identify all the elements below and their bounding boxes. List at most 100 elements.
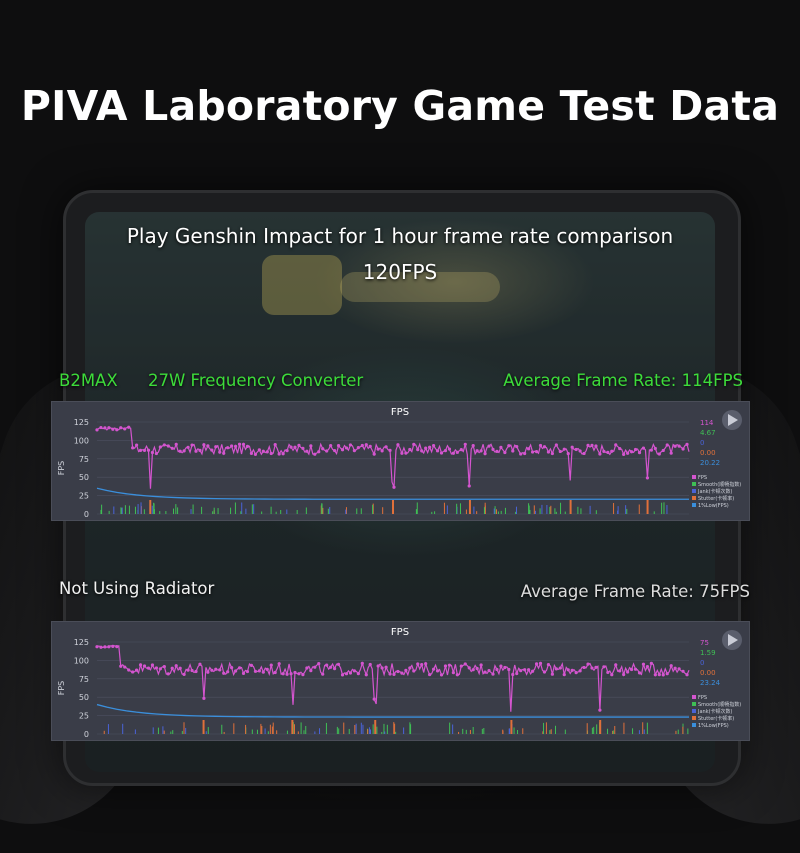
fps-point: [463, 662, 467, 666]
fps-point: [269, 451, 273, 456]
fps-point: [127, 425, 131, 429]
fps-point: [111, 644, 115, 648]
fps-point: [542, 445, 547, 449]
fps-point: [317, 450, 321, 454]
y-tick-label: 25: [79, 492, 89, 501]
fps-point: [483, 670, 487, 674]
fps-chart-bottom: FPS FPS 125 100 75 50 25 0 75 1.59 0 0.00 23.24 FPS Sm…: [51, 621, 750, 741]
fps-point: [336, 662, 341, 667]
fps-point: [293, 670, 297, 675]
fps-point: [451, 671, 455, 675]
fps-point: [356, 672, 360, 676]
fps-point: [538, 443, 543, 448]
fps-point: [610, 673, 614, 677]
fps-point: [574, 670, 578, 675]
fps-point: [435, 669, 440, 673]
fps-point: [602, 449, 606, 453]
fps-point: [289, 445, 293, 449]
fps-point: [340, 673, 345, 677]
legend-entry: Jank(卡顿次数): [697, 708, 733, 715]
fps-point: [566, 668, 570, 672]
fps-point: [233, 444, 238, 448]
side-value: 0.00: [700, 449, 716, 457]
fps-point: [633, 667, 638, 671]
game-banner: [340, 272, 500, 302]
average-fps-top: Average Frame Rate: 114FPS: [503, 371, 743, 390]
fps-chart-bottom-svg: FPSFPS1251007550250751.5900.0023.24FPSSm…: [57, 627, 742, 739]
fps-point: [210, 668, 214, 672]
fps-point: [483, 451, 487, 456]
fps-point: [329, 443, 333, 448]
fps-point: [637, 451, 642, 455]
fps-point: [332, 667, 337, 671]
fps-point: [301, 446, 305, 450]
accessory-label: 27W Frequency Converter: [148, 371, 364, 390]
fps-point: [356, 446, 360, 450]
fps-point: [198, 662, 202, 666]
fps-point: [230, 444, 234, 448]
fps-point: [166, 672, 170, 676]
fps-point: [99, 645, 103, 649]
fps-point: [538, 661, 543, 665]
fps-point: [245, 444, 250, 448]
fps-point: [606, 670, 610, 675]
side-value: 0: [700, 439, 704, 447]
fps-point: [554, 667, 558, 671]
fps-point: [479, 663, 483, 667]
fps-point: [368, 662, 372, 667]
side-value: 75: [700, 639, 709, 647]
fps-point: [332, 448, 337, 453]
fps-point: [158, 667, 162, 671]
fps-point: [550, 672, 554, 676]
fps-point: [677, 667, 681, 671]
fps-point: [95, 428, 99, 432]
side-value: 0.00: [700, 669, 716, 677]
game-emblem: [262, 255, 342, 315]
page-title: PIVA Laboratory Game Test Data: [20, 82, 780, 130]
fps-point: [257, 448, 261, 452]
fps-point: [637, 671, 642, 675]
fps-point: [348, 671, 353, 675]
fps-point: [649, 448, 653, 452]
fps-point: [653, 673, 657, 677]
y-tick-label: 0: [84, 730, 89, 739]
fps-point: [174, 664, 178, 668]
fps-point: [392, 485, 396, 489]
no-radiator-label: Not Using Radiator: [59, 579, 215, 598]
fps-point: [95, 645, 99, 649]
fps-point: [380, 449, 384, 453]
play-icon: [728, 414, 738, 426]
y-axis-label: FPS: [57, 681, 66, 696]
fps-point: [424, 446, 428, 450]
fps-point: [170, 446, 174, 450]
fps-point: [566, 452, 570, 456]
fps-point: [241, 671, 246, 675]
legend-entry: 1%Low(FPS): [698, 503, 729, 509]
side-value: 1.59: [700, 649, 716, 657]
fps-point: [142, 664, 147, 668]
y-tick-label: 25: [79, 712, 89, 721]
fps-point: [629, 667, 634, 672]
fps-point: [447, 663, 452, 667]
fps-point: [546, 450, 551, 454]
fps-point: [499, 664, 503, 668]
fps-point: [570, 668, 574, 672]
fps-point: [142, 448, 147, 452]
fps-point: [400, 671, 404, 675]
fps-point: [685, 442, 689, 446]
legend-entry: 1%Low(FPS): [698, 723, 729, 729]
fps-point: [396, 443, 400, 447]
fps-point: [681, 669, 685, 673]
legend-swatch: [692, 702, 696, 706]
fps-point: [237, 442, 242, 446]
y-axis-label: FPS: [57, 461, 66, 476]
fps-point: [669, 664, 673, 668]
fps-point: [511, 449, 515, 453]
fps-point: [451, 451, 455, 455]
fps-point: [416, 662, 420, 666]
fps-point: [107, 426, 111, 430]
fps-point: [364, 673, 368, 677]
fps-point: [404, 668, 408, 672]
fps-point: [463, 442, 467, 446]
fps-point: [424, 662, 428, 666]
